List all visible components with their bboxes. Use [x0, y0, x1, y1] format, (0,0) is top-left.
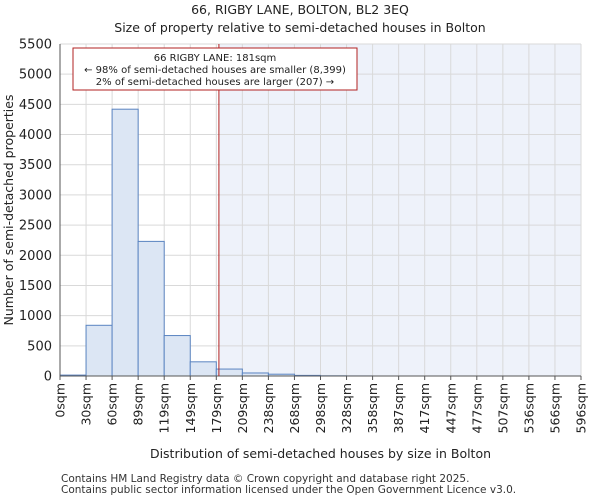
x-tick-label: 387sqm	[391, 383, 406, 433]
y-tick-label: 5000	[19, 68, 52, 83]
x-tick-label: 328sqm	[339, 383, 354, 433]
bar-30sqm	[85, 324, 113, 377]
highlight-region	[218, 44, 581, 376]
bar-89sqm	[137, 240, 165, 377]
x-tick-label: 536sqm	[521, 383, 536, 433]
x-tick-label: 30sqm	[79, 383, 94, 426]
y-axis-title: Number of semi-detached properties	[1, 95, 16, 326]
y-tick-label: 500	[27, 339, 52, 354]
footer-copyright: Contains HM Land Registry data © Crown c…	[61, 473, 470, 485]
x-tick-label: 566sqm	[547, 383, 562, 433]
bar-119sqm	[163, 335, 191, 377]
x-tick-label: 596sqm	[574, 383, 589, 433]
x-tick-label: 417sqm	[417, 383, 432, 433]
bar-149sqm	[189, 361, 217, 377]
y-tick-label: 0	[44, 370, 52, 385]
y-tick-label: 4500	[19, 98, 52, 113]
x-tick-label: 447sqm	[443, 383, 458, 433]
chart-subtitle: Size of property relative to semi-detach…	[114, 20, 486, 35]
x-tick-label: 89sqm	[131, 383, 146, 426]
x-tick-label: 60sqm	[105, 383, 120, 426]
x-tick-label: 358sqm	[365, 383, 380, 433]
x-tick-label: 119sqm	[157, 383, 172, 433]
x-tick-label: 298sqm	[313, 383, 328, 433]
y-tick-label: 4000	[19, 128, 52, 143]
annotation-line-2: ← 98% of semi-detached houses are smalle…	[84, 65, 346, 76]
x-tick-label: 238sqm	[261, 383, 276, 433]
y-tick-label: 1500	[19, 279, 52, 294]
x-tick-label: 179sqm	[209, 383, 224, 433]
x-tick-label: 0sqm	[53, 383, 68, 418]
x-tick-label: 268sqm	[287, 383, 302, 433]
annotation-line-3: 2% of semi-detached houses are larger (2…	[96, 77, 334, 88]
y-tick-label: 2000	[19, 249, 52, 264]
x-tick-label: 149sqm	[183, 383, 198, 433]
y-tick-label: 3000	[19, 188, 52, 203]
chart-title: 66, RIGBY LANE, BOLTON, BL2 3EQ	[191, 2, 409, 17]
y-tick-label: 5500	[19, 38, 52, 53]
footer-licence: Contains public sector information licen…	[61, 484, 517, 496]
x-tick-label: 209sqm	[235, 383, 250, 433]
y-tick-label: 1000	[19, 309, 52, 324]
x-tick-label: 507sqm	[495, 383, 510, 433]
bar-179sqm	[215, 368, 243, 377]
y-tick-label: 3500	[19, 158, 52, 173]
y-tick-label: 2500	[19, 219, 52, 234]
x-tick-label: 477sqm	[469, 383, 484, 433]
annotation-line-1: 66 RIGBY LANE: 181sqm	[154, 53, 277, 64]
bar-60sqm	[111, 108, 139, 377]
x-axis-title: Distribution of semi-detached houses by …	[150, 446, 491, 461]
annotation-box	[72, 47, 358, 91]
